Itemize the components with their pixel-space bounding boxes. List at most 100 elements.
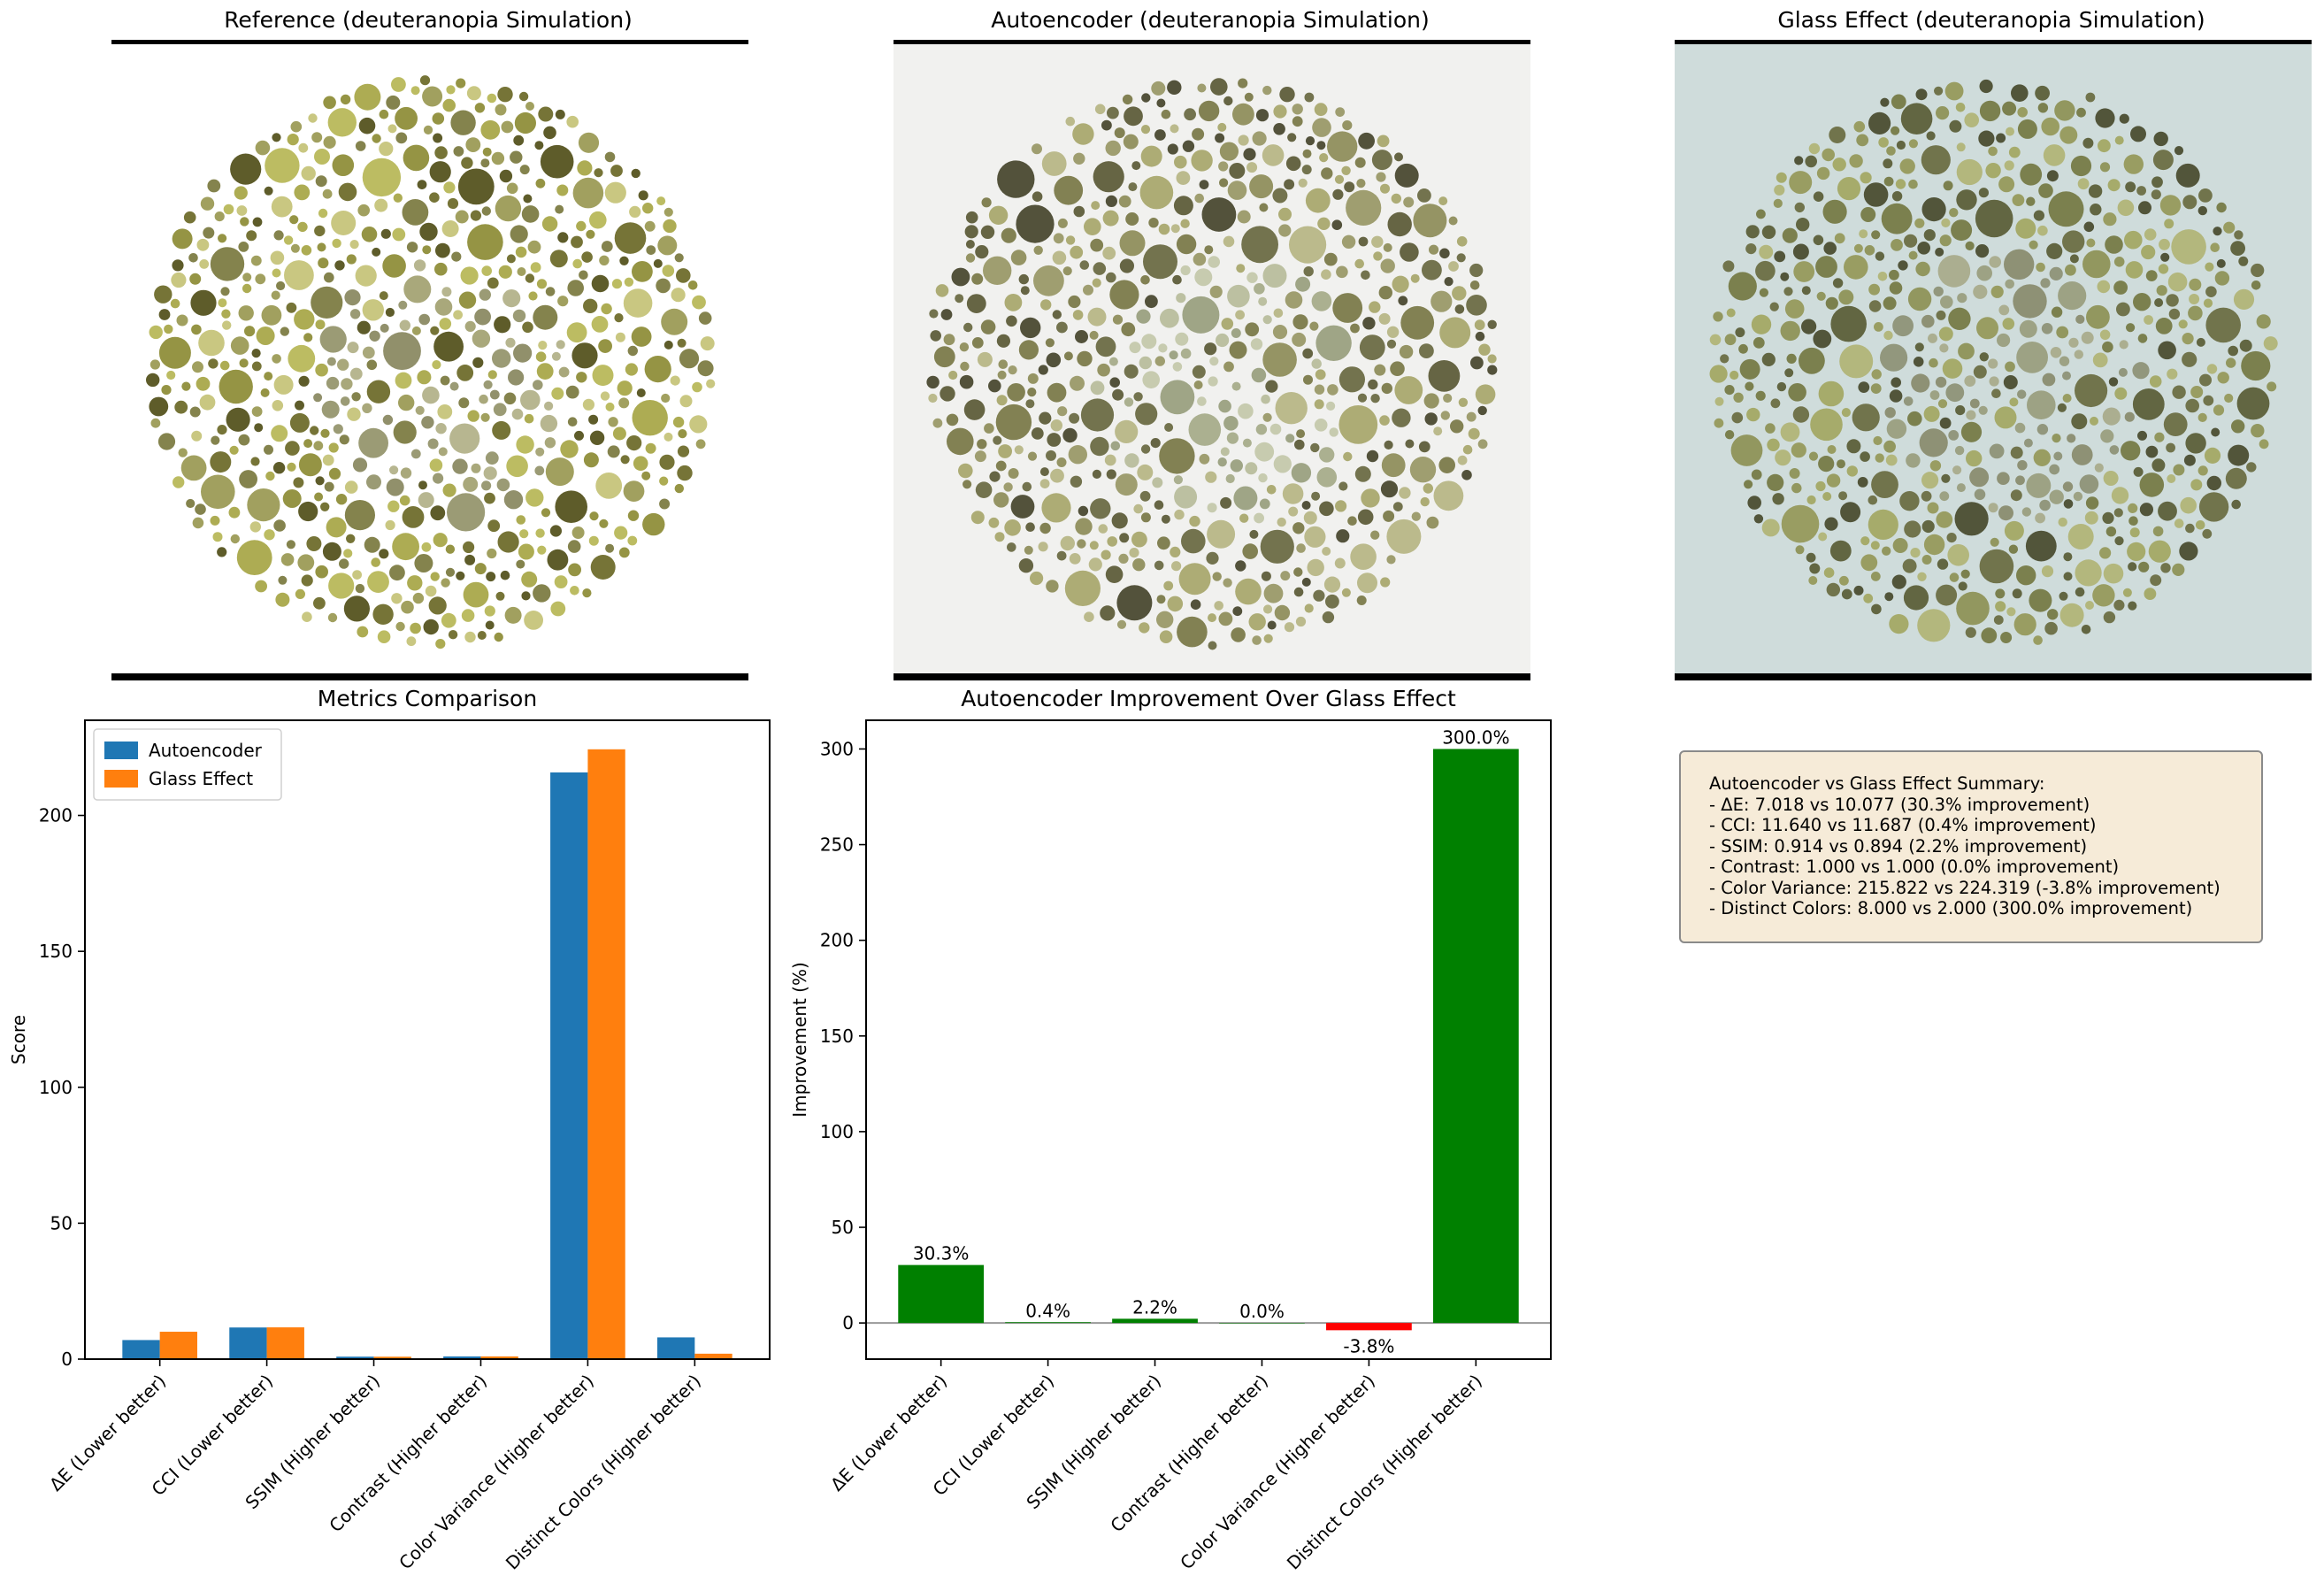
plate-dot	[314, 492, 324, 502]
plate-dot	[506, 455, 528, 478]
plate-dot	[2160, 563, 2171, 573]
plate-dot	[663, 340, 673, 350]
plate-dot	[403, 275, 432, 304]
plate-dot	[1156, 611, 1174, 628]
plate-dot	[207, 179, 221, 193]
plate-dot	[391, 593, 403, 604]
plate-dot	[1386, 326, 1400, 338]
plate-dot	[582, 398, 595, 411]
plate-dot	[333, 424, 343, 434]
bar-data-label: 2.2%	[1132, 1296, 1177, 1318]
plate-dot	[570, 586, 579, 596]
plate-dot	[1475, 331, 1485, 342]
plate-dot	[626, 435, 642, 451]
plate-dot	[249, 521, 261, 533]
plate-dot	[1303, 374, 1313, 385]
plate-dot	[261, 304, 282, 326]
plate-dot	[604, 151, 616, 163]
bar-glass-effect	[373, 1356, 411, 1359]
plate-dot	[1394, 152, 1403, 162]
plate-dot	[314, 225, 326, 237]
plate-dot	[2128, 601, 2137, 611]
plate-dot	[1837, 459, 1845, 469]
plate-dot	[697, 360, 714, 377]
plate-dot	[1218, 611, 1233, 626]
plate-dot	[2015, 475, 2025, 486]
plate-dot	[516, 435, 534, 454]
plate-dot	[1808, 576, 1818, 585]
plate-dot	[1176, 293, 1186, 304]
plate-dot	[344, 289, 361, 306]
plate-dot	[349, 309, 361, 319]
plate-dot	[1092, 278, 1101, 288]
plate-dot	[1806, 552, 1816, 563]
plate-dot	[525, 102, 534, 111]
plate-dot	[463, 476, 479, 492]
plate-dot	[264, 372, 273, 381]
plate-dot	[238, 305, 254, 321]
plate-dot	[618, 547, 630, 558]
plate-dot	[1321, 167, 1333, 180]
summary-line-contrast: - Contrast: 1.000 vs 1.000 (0.0% improve…	[1709, 857, 2120, 877]
plate-dot	[2049, 464, 2060, 475]
plate-dot	[439, 318, 452, 330]
plate-dot	[1745, 381, 1754, 391]
plate-dot	[1998, 505, 2013, 521]
plate-dot	[1915, 88, 1928, 101]
plate-dot	[959, 374, 974, 389]
plate-dot	[1124, 453, 1139, 468]
plate-dot	[2050, 347, 2062, 358]
plate-dot	[1259, 203, 1269, 212]
plate-dot	[1858, 381, 1870, 393]
plate-dot	[382, 254, 406, 278]
plate-dot	[661, 393, 671, 403]
plate-dot	[403, 144, 430, 172]
plate-dot	[2099, 329, 2111, 341]
plate-dot	[1448, 261, 1459, 272]
plate-dot	[1341, 588, 1351, 597]
plate-dot	[1921, 519, 1935, 534]
plate-dot	[1193, 380, 1203, 389]
plate-dot	[1981, 627, 1998, 644]
plate-dot	[1090, 238, 1104, 252]
plate-dot	[327, 612, 338, 623]
plate-dot	[1039, 467, 1049, 477]
plate-dot	[566, 115, 579, 128]
improvement-bar	[1326, 1323, 1412, 1331]
plate-dot	[1456, 253, 1466, 263]
plate-dot	[1073, 152, 1085, 165]
plate-dot	[372, 247, 381, 257]
plate-dot	[495, 104, 507, 116]
plate-dot	[445, 544, 456, 554]
plate-dot	[1304, 603, 1314, 613]
plate-dot	[1906, 453, 1921, 468]
plate-dot	[1236, 264, 1246, 273]
plate-dot	[1301, 165, 1312, 175]
plate-dot	[349, 240, 359, 250]
plate-dot	[1813, 329, 1832, 349]
plate-dot	[583, 452, 599, 468]
plate-dot	[1301, 501, 1311, 510]
plate-dot	[1914, 342, 1924, 352]
plate-dot	[608, 417, 618, 427]
plate-dot	[706, 379, 716, 388]
plate-dot	[1892, 538, 1908, 553]
plate-dot	[980, 319, 996, 334]
plate-dot	[1392, 275, 1409, 293]
plate-dot	[1206, 551, 1219, 565]
plate-dot	[1354, 258, 1364, 269]
plate-dot	[352, 457, 368, 473]
plate-dot	[1090, 498, 1111, 519]
plate-dot	[1169, 350, 1178, 360]
plate-dot	[1217, 122, 1227, 132]
plate-dot	[2195, 520, 2205, 530]
plate-dot	[1818, 532, 1828, 542]
plate-dot	[1794, 156, 1804, 165]
plate-dot	[1739, 358, 1760, 380]
plate-dot	[2012, 588, 2022, 599]
plate-dot	[1084, 218, 1101, 235]
plate-dot	[1301, 577, 1311, 587]
plate-dot	[487, 370, 497, 380]
bar-data-label: 0.0%	[1239, 1301, 1285, 1322]
plate-dot	[2074, 350, 2083, 359]
